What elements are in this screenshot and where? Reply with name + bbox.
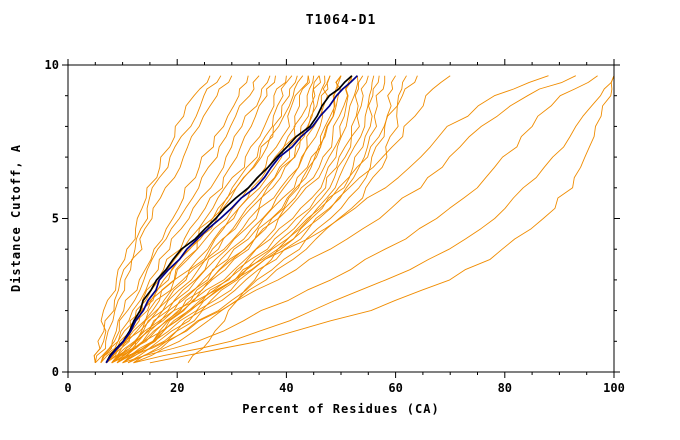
model-curve-highlighted-model-navy bbox=[105, 75, 358, 364]
model-curve-predicted-models bbox=[122, 75, 369, 364]
model-curve-predicted-models bbox=[105, 75, 276, 364]
x-tick-label: 100 bbox=[603, 381, 625, 395]
x-tick-label: 20 bbox=[170, 381, 184, 395]
model-curve-predicted-models bbox=[127, 75, 375, 364]
model-curve-predicted-models bbox=[122, 75, 359, 364]
model-curve-predicted-models bbox=[116, 75, 353, 364]
model-curve-predicted-models bbox=[105, 75, 315, 364]
model-curve-predicted-models bbox=[100, 75, 304, 364]
model-curve-predicted-models bbox=[94, 75, 233, 363]
model-curve-predicted-models bbox=[105, 75, 326, 364]
plot-frame bbox=[67, 64, 615, 373]
y-tick-label: 10 bbox=[45, 58, 59, 72]
model-curve-highlighted-model-black bbox=[105, 75, 353, 364]
model-curve-predicted-models bbox=[100, 75, 249, 363]
x-tick-label: 0 bbox=[64, 381, 71, 395]
model-curve-predicted-models bbox=[111, 75, 576, 364]
y-axis-label: Distance Cutoff, A bbox=[9, 144, 23, 292]
model-curve-predicted-models bbox=[100, 75, 271, 363]
model-curve-predicted-models bbox=[133, 75, 407, 364]
model-curve-predicted-models bbox=[122, 75, 380, 364]
y-tick-label: 5 bbox=[52, 212, 59, 226]
model-curve-predicted-models bbox=[116, 75, 364, 364]
plot-border bbox=[67, 64, 615, 373]
chart-title: T1064-D1 bbox=[306, 13, 377, 28]
model-curve-predicted-models bbox=[133, 75, 396, 364]
model-curve-predicted-models bbox=[111, 75, 298, 364]
x-tick-label: 80 bbox=[498, 381, 512, 395]
model-curve-predicted-models bbox=[133, 75, 615, 364]
model-curve-predicted-models bbox=[122, 75, 598, 364]
model-curve-predicted-models bbox=[105, 75, 549, 364]
model-curve-predicted-models bbox=[187, 75, 418, 364]
model-curves bbox=[93, 75, 615, 364]
x-tick-label: 60 bbox=[388, 381, 402, 395]
model-curve-predicted-models bbox=[93, 75, 211, 363]
model-curve-predicted-models bbox=[116, 75, 331, 364]
model-curve-predicted-models bbox=[149, 75, 615, 364]
model-curve-predicted-models bbox=[94, 75, 260, 364]
model-curve-predicted-models bbox=[93, 75, 222, 363]
model-curve-predicted-models bbox=[116, 75, 320, 364]
x-tick-label: 40 bbox=[279, 381, 293, 395]
x-axis-label: Percent of Residues (CA) bbox=[242, 402, 439, 416]
model-curve-predicted-models bbox=[111, 75, 451, 364]
model-curve-predicted-models bbox=[122, 75, 342, 364]
model-curve-predicted-models bbox=[127, 75, 386, 364]
model-curve-predicted-models bbox=[100, 75, 287, 364]
model-curve-predicted-models bbox=[111, 75, 342, 364]
model-curve-predicted-models bbox=[111, 75, 321, 364]
model-curve-predicted-models bbox=[111, 75, 331, 364]
y-tick-label: 0 bbox=[52, 365, 59, 379]
